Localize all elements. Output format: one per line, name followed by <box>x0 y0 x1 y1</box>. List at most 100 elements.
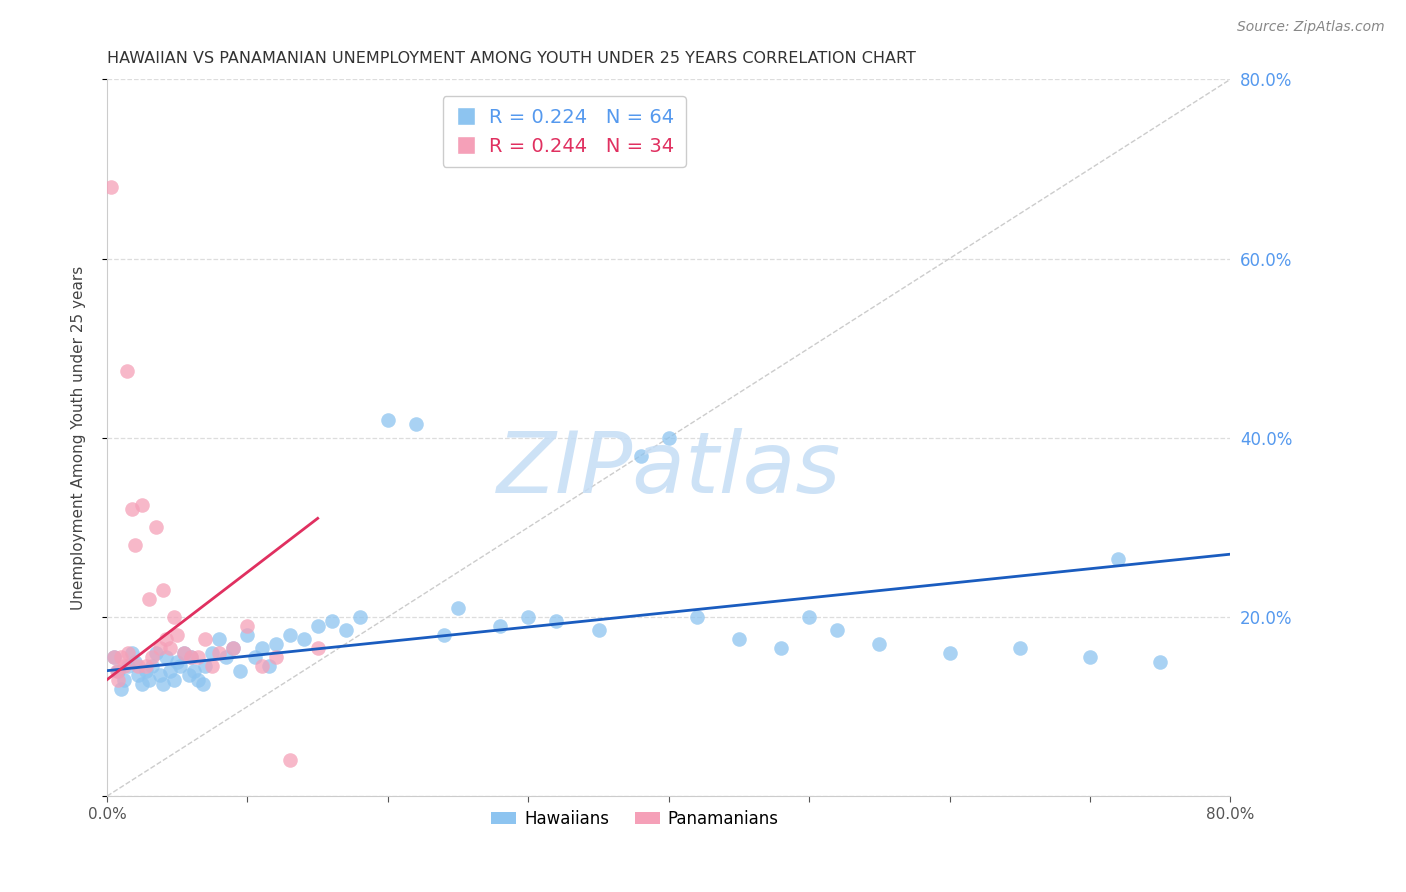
Point <box>264 650 287 665</box>
Point <box>797 610 820 624</box>
Point <box>825 624 848 638</box>
Point <box>117 646 139 660</box>
Point <box>1078 650 1101 665</box>
Point <box>307 641 329 656</box>
Point <box>159 664 181 678</box>
Point <box>180 650 202 665</box>
Point <box>166 655 188 669</box>
Point <box>447 601 470 615</box>
Point <box>127 659 149 673</box>
Point <box>222 641 245 656</box>
Point <box>135 659 157 673</box>
Point <box>155 632 177 647</box>
Point <box>145 520 167 534</box>
Point <box>194 659 217 673</box>
Point <box>110 650 132 665</box>
Text: HAWAIIAN VS PANAMANIAN UNEMPLOYMENT AMONG YOUTH UNDER 25 YEARS CORRELATION CHART: HAWAIIAN VS PANAMANIAN UNEMPLOYMENT AMON… <box>107 51 915 66</box>
Point <box>173 646 195 660</box>
Point <box>105 664 128 678</box>
Point <box>149 668 172 682</box>
Point <box>107 664 129 678</box>
Point <box>135 664 157 678</box>
Point <box>321 615 343 629</box>
Point <box>117 659 139 673</box>
Point <box>208 632 231 647</box>
Point <box>163 673 186 687</box>
Point <box>169 659 191 673</box>
Point <box>155 650 177 665</box>
Point <box>588 624 610 638</box>
Point <box>517 610 540 624</box>
Point <box>201 646 224 660</box>
Point <box>215 650 238 665</box>
Point <box>770 641 793 656</box>
Point <box>145 646 167 660</box>
Point <box>658 431 681 445</box>
Point <box>229 664 252 678</box>
Point <box>250 641 273 656</box>
Point <box>546 615 568 629</box>
Text: Source: ZipAtlas.com: Source: ZipAtlas.com <box>1237 20 1385 34</box>
Point <box>112 659 135 673</box>
Point <box>110 681 132 696</box>
Point <box>278 628 301 642</box>
Point <box>112 673 135 687</box>
Point <box>124 538 146 552</box>
Point <box>100 179 122 194</box>
Point <box>630 449 652 463</box>
Point <box>489 619 512 633</box>
Point <box>121 502 143 516</box>
Point <box>257 659 280 673</box>
Point <box>121 646 143 660</box>
Point <box>222 641 245 656</box>
Point <box>208 646 231 660</box>
Point <box>149 641 172 656</box>
Point <box>127 668 149 682</box>
Point <box>307 619 329 633</box>
Point <box>243 650 266 665</box>
Point <box>686 610 709 624</box>
Point <box>152 582 174 597</box>
Point <box>166 628 188 642</box>
Point <box>187 650 209 665</box>
Y-axis label: Unemployment Among Youth under 25 years: Unemployment Among Youth under 25 years <box>72 266 86 610</box>
Point <box>728 632 751 647</box>
Point <box>433 628 456 642</box>
Point <box>264 637 287 651</box>
Point <box>183 664 205 678</box>
Point <box>868 637 890 651</box>
Point <box>938 646 960 660</box>
Point <box>349 610 371 624</box>
Point <box>278 753 301 767</box>
Point <box>115 363 138 377</box>
Point <box>1149 655 1171 669</box>
Point <box>159 641 181 656</box>
Point <box>236 619 259 633</box>
Point <box>141 659 163 673</box>
Point <box>194 632 217 647</box>
Point <box>1008 641 1031 656</box>
Point <box>141 650 163 665</box>
Point <box>1107 551 1129 566</box>
Point <box>138 673 160 687</box>
Point <box>405 417 427 432</box>
Point <box>191 677 214 691</box>
Point <box>107 673 129 687</box>
Point <box>187 673 209 687</box>
Point <box>177 668 200 682</box>
Point <box>173 646 195 660</box>
Legend: Hawaiians, Panamanians: Hawaiians, Panamanians <box>485 803 786 834</box>
Point <box>138 592 160 607</box>
Point <box>103 650 125 665</box>
Point <box>124 655 146 669</box>
Point <box>152 677 174 691</box>
Point <box>180 650 202 665</box>
Text: ZIPatlas: ZIPatlas <box>496 428 841 511</box>
Point <box>163 610 186 624</box>
Point <box>250 659 273 673</box>
Point <box>131 677 153 691</box>
Point <box>335 624 357 638</box>
Point <box>377 413 399 427</box>
Point <box>236 628 259 642</box>
Point <box>201 659 224 673</box>
